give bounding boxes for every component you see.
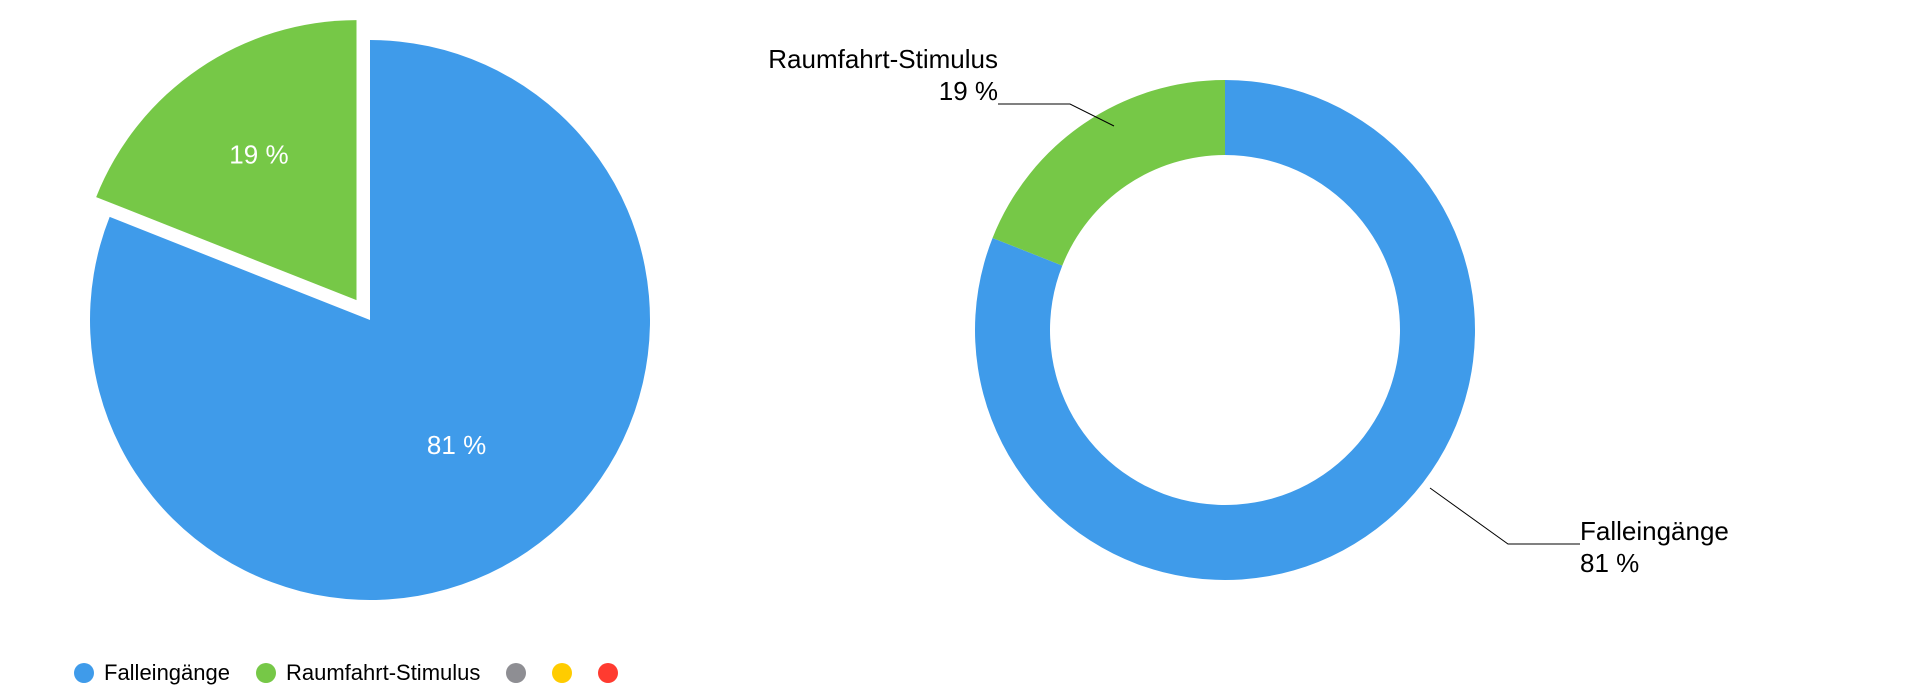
callout-leader [1430,488,1580,544]
donut-slice-raumfahrt-stimulus [993,80,1225,266]
callout-value: 19 % [939,76,998,106]
legend-label: Raumfahrt-Stimulus [286,660,480,686]
legend-swatch [74,663,94,683]
donut-slices [975,80,1475,580]
legend-item [598,663,618,683]
callout-value: 81 % [1580,548,1639,578]
legend-label: Falleingänge [104,660,230,686]
legend-swatch [256,663,276,683]
legend-item [552,663,572,683]
callout-label: Falleingänge [1580,516,1729,546]
callout-label: Raumfahrt-Stimulus [768,44,998,74]
stage: 81 %19 % Raumfahrt-Stimulus19 %Falleingä… [0,0,1926,700]
legend-swatch [506,663,526,683]
legend-swatch [598,663,618,683]
legend-item: Raumfahrt-Stimulus [256,660,480,686]
legend-item [506,663,526,683]
legend-swatch [552,663,572,683]
legend: Falleingänge Raumfahrt-Stimulus [74,660,618,686]
legend-item: Falleingänge [74,660,230,686]
donut-chart: Raumfahrt-Stimulus19 %Falleingänge81 % [0,0,1926,700]
